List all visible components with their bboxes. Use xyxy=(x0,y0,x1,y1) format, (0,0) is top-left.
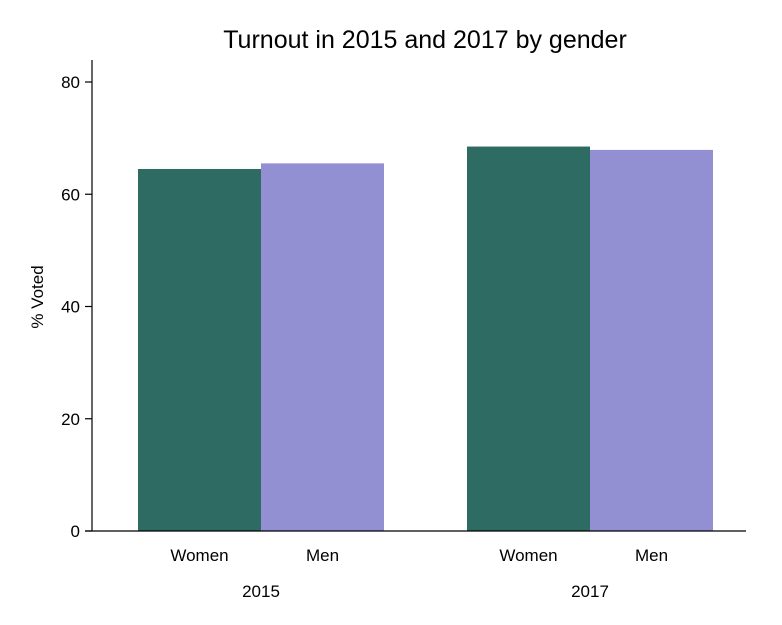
y-axis-label: % Voted xyxy=(28,265,47,328)
y-tick-label: 40 xyxy=(61,298,80,317)
y-tick-label: 20 xyxy=(61,410,80,429)
plot-area: 0 20 40 60 80 Women Men 2015 Women Men 2017 xyxy=(61,60,746,601)
x-group-label: 2015 xyxy=(242,582,280,601)
bar-women-2015 xyxy=(138,168,261,531)
x-category-label: Women xyxy=(499,546,557,565)
y-tick-label: 60 xyxy=(61,185,80,204)
y-tick-label: 80 xyxy=(61,73,80,92)
bar-men-2015 xyxy=(261,163,384,531)
x-category-label: Men xyxy=(306,546,339,565)
x-group-label: 2017 xyxy=(571,582,609,601)
bar-men-2017 xyxy=(590,149,713,531)
y-tick-label: 0 xyxy=(71,522,80,541)
chart-title: Turnout in 2015 and 2017 by gender xyxy=(223,26,627,54)
bar-women-2017 xyxy=(467,146,590,531)
x-category-label: Women xyxy=(170,546,228,565)
x-category-label: Men xyxy=(635,546,668,565)
